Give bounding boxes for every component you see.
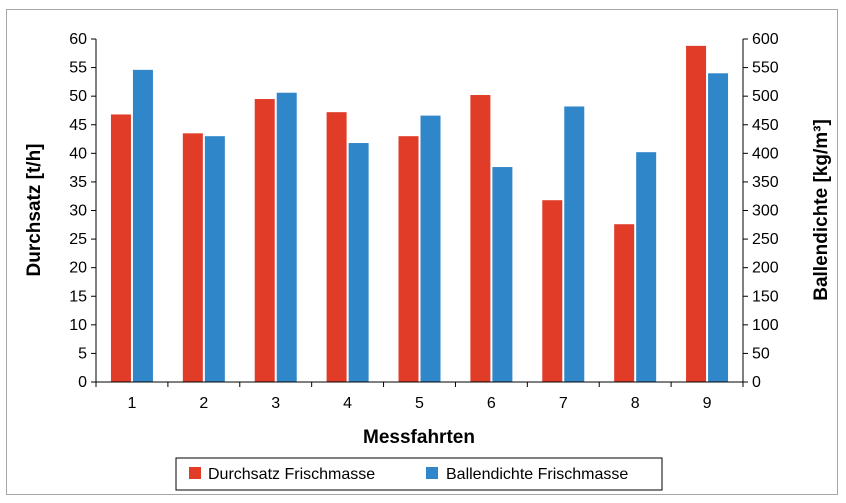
- y2-tick-label: 450: [752, 117, 779, 134]
- labels-group: Durchsatz [t/h] Ballendichte [kg/m³] Mes…: [24, 119, 832, 448]
- y2-tick-label: 250: [752, 231, 779, 248]
- bar-durchsatz-2: [182, 133, 203, 382]
- bars-group: [110, 45, 729, 383]
- bar-ballendichte-9: [708, 73, 729, 383]
- x-tick-label: 7: [559, 395, 568, 412]
- bar-ballendichte-6: [492, 167, 513, 382]
- y-axis-title: Durchsatz [t/h]: [24, 144, 45, 277]
- bar-ballendichte-3: [276, 92, 297, 382]
- bar-ballendichte-5: [420, 115, 441, 382]
- bar-durchsatz-9: [686, 45, 707, 383]
- bar-ballendichte-8: [636, 152, 657, 382]
- y-tick-label: 15: [69, 288, 87, 305]
- legend-swatch-ballendichte: [426, 467, 438, 479]
- bar-durchsatz-7: [542, 200, 563, 382]
- legend: Durchsatz Frischmasse Ballendichte Frisc…: [175, 457, 663, 491]
- y-tick-label: 20: [69, 260, 87, 277]
- y-tick-label: 30: [69, 203, 87, 220]
- legend-label-durchsatz: Durchsatz Frischmasse: [208, 466, 375, 483]
- bar-ballendichte-1: [132, 69, 153, 383]
- y2-tick-label: 50: [752, 345, 770, 362]
- bar-durchsatz-5: [398, 136, 419, 382]
- legend-label-ballendichte: Ballendichte Frischmasse: [446, 466, 628, 483]
- y2-tick-label: 350: [752, 174, 779, 191]
- bar-ballendichte-7: [564, 106, 585, 382]
- x-tick-label: 2: [199, 395, 208, 412]
- bar-durchsatz-3: [254, 99, 275, 383]
- y2-tick-label: 300: [752, 203, 779, 220]
- legend-swatch-durchsatz: [189, 467, 201, 479]
- y-tick-label: 45: [69, 117, 87, 134]
- bar-durchsatz-6: [470, 95, 491, 383]
- y-tick-label: 50: [69, 88, 87, 105]
- x-tick-label: 4: [343, 395, 352, 412]
- x-tick-label: 1: [127, 395, 136, 412]
- x-axis-title: Messfahrten: [363, 427, 475, 448]
- x-tick-label: 5: [415, 395, 424, 412]
- y2-tick-label: 600: [752, 31, 779, 48]
- x-tick-label: 6: [487, 395, 496, 412]
- y-tick-label: 5: [78, 345, 87, 362]
- y-tick-label: 40: [69, 145, 87, 162]
- y-tick-label: 25: [69, 231, 87, 248]
- bar-ballendichte-4: [348, 143, 369, 382]
- legend-box: [175, 457, 663, 491]
- x-tick-label: 8: [631, 395, 640, 412]
- y-tick-label: 35: [69, 174, 87, 191]
- y2-tick-label: 200: [752, 260, 779, 277]
- x-tick-label: 9: [703, 395, 712, 412]
- bar-durchsatz-4: [326, 112, 347, 382]
- ticks-group: 0510152025303540455055600501001502002503…: [69, 31, 779, 412]
- y2-tick-label: 500: [752, 88, 779, 105]
- y-tick-label: 55: [69, 60, 87, 77]
- y2-tick-label: 0: [752, 374, 761, 391]
- bar-durchsatz-1: [110, 114, 131, 383]
- y2-tick-label: 400: [752, 145, 779, 162]
- y2-tick-label: 100: [752, 317, 779, 334]
- y-tick-label: 0: [78, 374, 87, 391]
- x-tick-label: 3: [271, 395, 280, 412]
- bar-durchsatz-8: [614, 224, 635, 382]
- bar-ballendichte-2: [204, 136, 225, 382]
- y-tick-label: 10: [69, 317, 87, 334]
- y2-tick-label: 150: [752, 288, 779, 305]
- y-tick-label: 60: [69, 31, 87, 48]
- y2-axis-title: Ballendichte [kg/m³]: [811, 119, 832, 301]
- y2-tick-label: 550: [752, 60, 779, 77]
